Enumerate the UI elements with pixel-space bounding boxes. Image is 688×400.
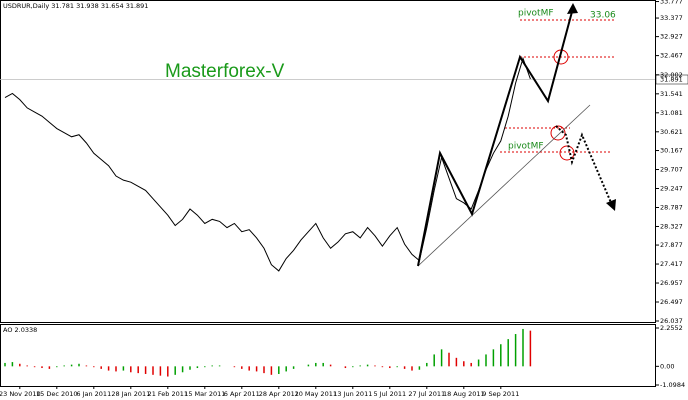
y-tick-label: 29.707	[660, 166, 683, 174]
target-label: 33.06	[590, 11, 616, 21]
pivot-label: pivotMF	[508, 142, 544, 152]
y-tick-label: 33.777	[660, 0, 683, 6]
y-tick-label: -1.0984	[660, 381, 685, 389]
ao-panel	[0, 324, 656, 387]
x-tick-label: 6 Jan 2011	[76, 390, 111, 398]
y-tick-label: 32.467	[660, 52, 683, 60]
y-tick-label: 30.167	[660, 147, 683, 155]
last-price-label: 31.891	[660, 76, 683, 84]
y-tick-label: 27.417	[660, 260, 683, 268]
y-tick-label: 32.927	[660, 33, 683, 41]
y-tick-label: 33.377	[660, 14, 683, 22]
analysis-drawing	[417, 3, 616, 267]
pivot-label: pivotMF	[518, 9, 554, 19]
x-tick-label: 18 Aug 2011	[443, 390, 485, 398]
x-tick-label: 6 Apr 2011	[224, 390, 260, 398]
last-price-box	[655, 74, 688, 85]
y-tick-label: 27.877	[660, 241, 683, 249]
x-tick-label: 9 Sep 2011	[482, 390, 519, 398]
y-tick-label: 30.621	[660, 128, 683, 136]
x-tick-label: 5 Jul 2011	[373, 390, 406, 398]
zigzag	[417, 7, 574, 267]
y-tick-label: 26.957	[660, 279, 683, 287]
y-tick-label: 29.247	[660, 185, 683, 193]
y-tick-label: 2.2552	[660, 324, 683, 332]
main-panel	[0, 0, 656, 323]
x-tick-label: 15 Dec 2010	[36, 390, 78, 398]
y-tick-label: 28.327	[660, 222, 683, 230]
watermark: Masterforex-V	[165, 61, 285, 82]
x-tick-label: 23 Nov 2010	[0, 390, 41, 398]
y-tick-label: 31.081	[660, 109, 683, 117]
ao-title: AO 2.0338	[3, 326, 37, 334]
x-tick-label: 13 Jun 2011	[333, 390, 372, 398]
x-tick-label: 20 May 2011	[295, 390, 337, 398]
price-line	[4, 56, 531, 272]
x-tick-label: 28 Apr 2011	[259, 390, 299, 398]
arrow-head	[606, 199, 616, 211]
arrow-head	[567, 3, 578, 14]
forecast	[555, 125, 613, 206]
chart-title: USDRUR,Daily 31.781 31.938 31.654 31.891	[3, 2, 148, 10]
x-tick-label: 28 Jan 2011	[111, 390, 150, 398]
y-tick-label: 31.541	[660, 90, 683, 98]
y-tick-label: 26.037	[660, 317, 683, 325]
trend-line	[417, 104, 591, 267]
circle	[559, 145, 575, 161]
y-tick-label: 0.00	[660, 362, 674, 370]
x-tick-label: 15 Mar 2011	[184, 390, 225, 398]
x-tick-label: 21 Feb 2011	[148, 390, 188, 398]
y-tick-label: 32.002	[660, 71, 683, 79]
circle	[550, 125, 566, 141]
y-tick-label: 28.787	[660, 203, 683, 211]
x-tick-label: 27 Jul 2011	[408, 390, 445, 398]
y-tick-label: 26.497	[660, 298, 683, 306]
